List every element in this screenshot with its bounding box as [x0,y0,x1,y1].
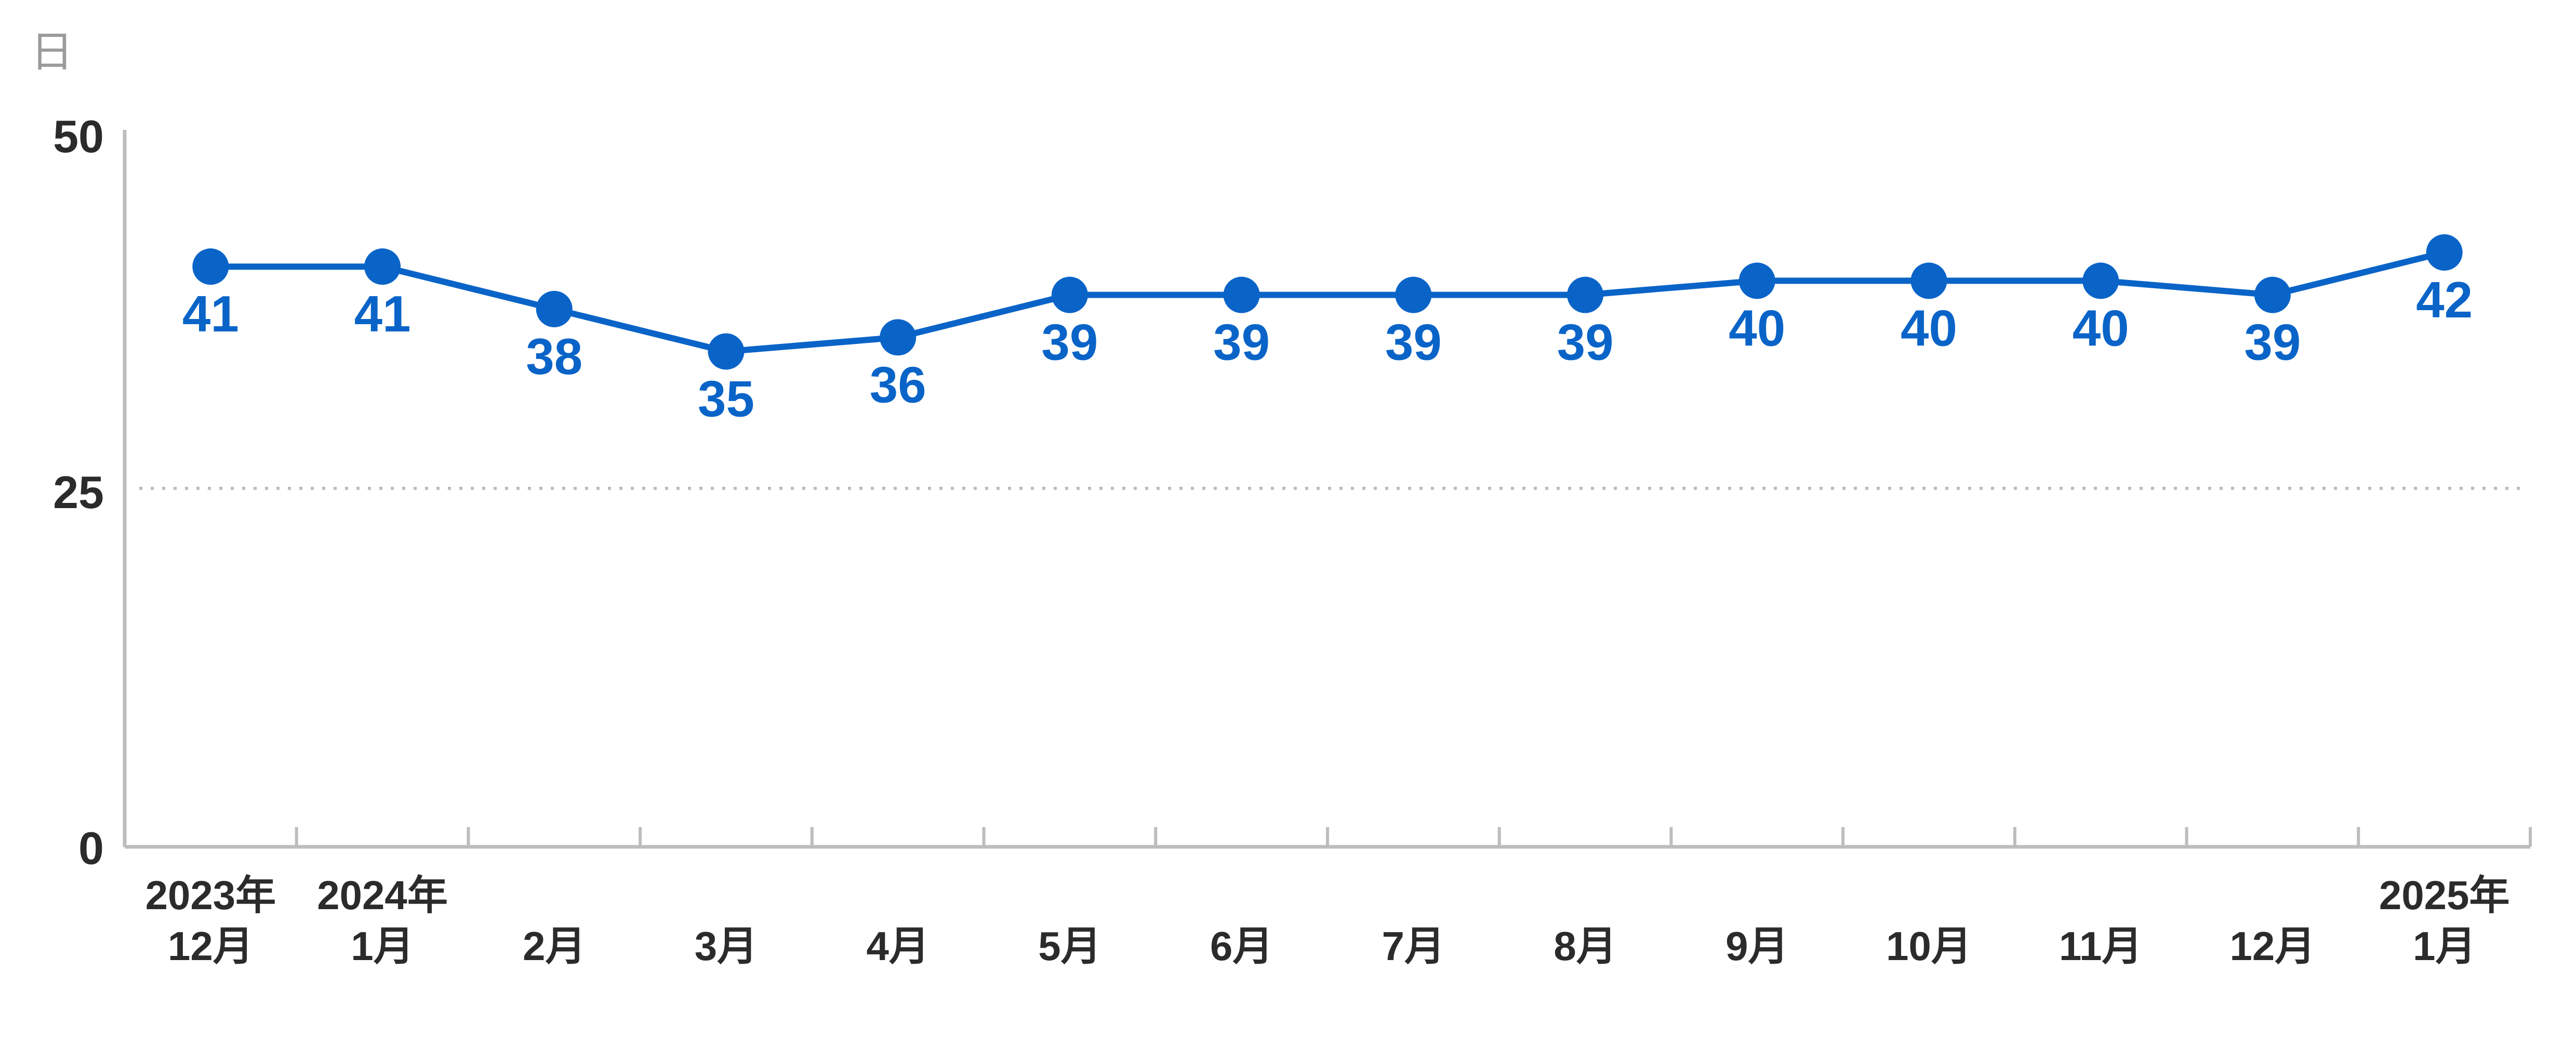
data-label: 40 [1901,299,1957,356]
data-point [1395,276,1432,313]
x-tick-label-month: 8月 [1553,923,1616,969]
x-tick-label-month: 1月 [351,923,414,969]
data-point [1051,276,1088,313]
x-tick-label-month: 9月 [1725,923,1788,969]
y-unit-label: 日 [31,28,73,77]
data-label: 40 [1729,299,1785,356]
data-label: 41 [182,285,239,342]
data-labels: 41 41 38 35 36 39 39 39 39 40 40 40 39 42 [182,271,2473,428]
data-point [880,319,917,356]
x-tick-label-month: 4月 [867,923,930,969]
data-point [1738,262,1775,299]
data-label: 39 [1557,314,1614,371]
x-tick-label-month: 12月 [2230,923,2316,969]
data-label: 39 [1041,314,1098,371]
data-point [1910,262,1947,299]
y-tick-label-25: 25 [53,467,104,518]
data-point [2082,262,2119,299]
x-axis-ticks [295,827,2532,847]
x-tick-label-month: 2月 [523,923,586,969]
data-point [1223,276,1260,313]
x-tick-label-month: 10月 [1886,923,1972,969]
data-point [1567,276,1604,313]
x-tick-label-year: 2023年 [145,872,276,918]
data-label: 36 [870,356,926,413]
y-tick-label-50: 50 [53,111,104,162]
x-tick-label-month: 12月 [168,923,254,969]
data-label: 38 [526,328,582,385]
y-tick-label-0: 0 [78,822,104,874]
x-tick-label-month: 3月 [695,923,758,969]
x-tick-label-month: 5月 [1038,923,1101,969]
data-label: 41 [354,285,411,342]
data-point [192,248,229,285]
data-point [2254,276,2291,313]
data-points [192,234,2463,370]
data-label: 39 [1385,314,1442,371]
x-tick-label-month: 6月 [1210,923,1273,969]
data-point [2426,234,2463,271]
x-axis-labels: 2023年 12月 2024年 1月 2月 3月 4月 5月 6月 7月 8月 9月 10月 11月 12月… [145,872,2510,969]
data-point [536,290,573,327]
data-label: 42 [2416,271,2473,328]
data-label: 40 [2073,299,2129,356]
data-label: 35 [698,370,754,428]
data-label: 39 [2244,314,2301,371]
series-line [207,249,2448,355]
x-tick-label-month: 1月 [2413,923,2476,969]
data-point [708,333,745,370]
x-tick-label-year: 2025年 [2379,872,2510,918]
data-point [364,248,401,285]
x-tick-label-month: 7月 [1382,923,1445,969]
x-tick-label-year: 2024年 [317,872,448,918]
data-label: 39 [1213,314,1270,371]
x-tick-label-month: 11月 [2059,923,2142,969]
